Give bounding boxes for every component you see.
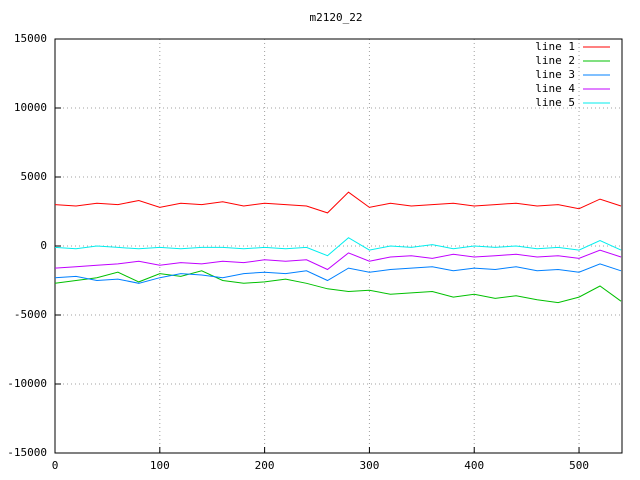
plot-frame [54, 38, 623, 454]
series-line [54, 270, 622, 304]
series-line [54, 237, 622, 257]
x-tick-label: 200 [255, 459, 275, 472]
series-line [54, 191, 622, 214]
legend-label: line 1 [535, 40, 575, 53]
y-tick-label: 5000 [21, 170, 48, 183]
y-tick-label: -15000 [7, 446, 47, 459]
y-tick-label: 15000 [14, 32, 47, 45]
x-tick-label: 400 [464, 459, 484, 472]
y-tick-label: -5000 [14, 308, 47, 321]
y-tick-label: 10000 [14, 101, 47, 114]
x-tick-label: 0 [52, 459, 59, 472]
legend-label: line 4 [535, 82, 575, 95]
y-tick-label: -10000 [7, 377, 47, 390]
series-line [54, 249, 622, 271]
legend-label: line 2 [535, 54, 575, 67]
series-line [54, 263, 622, 284]
x-tick-label: 100 [150, 459, 170, 472]
y-tick-label: 0 [40, 239, 47, 252]
x-tick-label: 500 [569, 459, 589, 472]
x-tick-label: 300 [359, 459, 379, 472]
legend-label: line 3 [535, 68, 575, 81]
chart-title: m2120_22 [310, 11, 363, 24]
legend-label: line 5 [535, 96, 575, 109]
